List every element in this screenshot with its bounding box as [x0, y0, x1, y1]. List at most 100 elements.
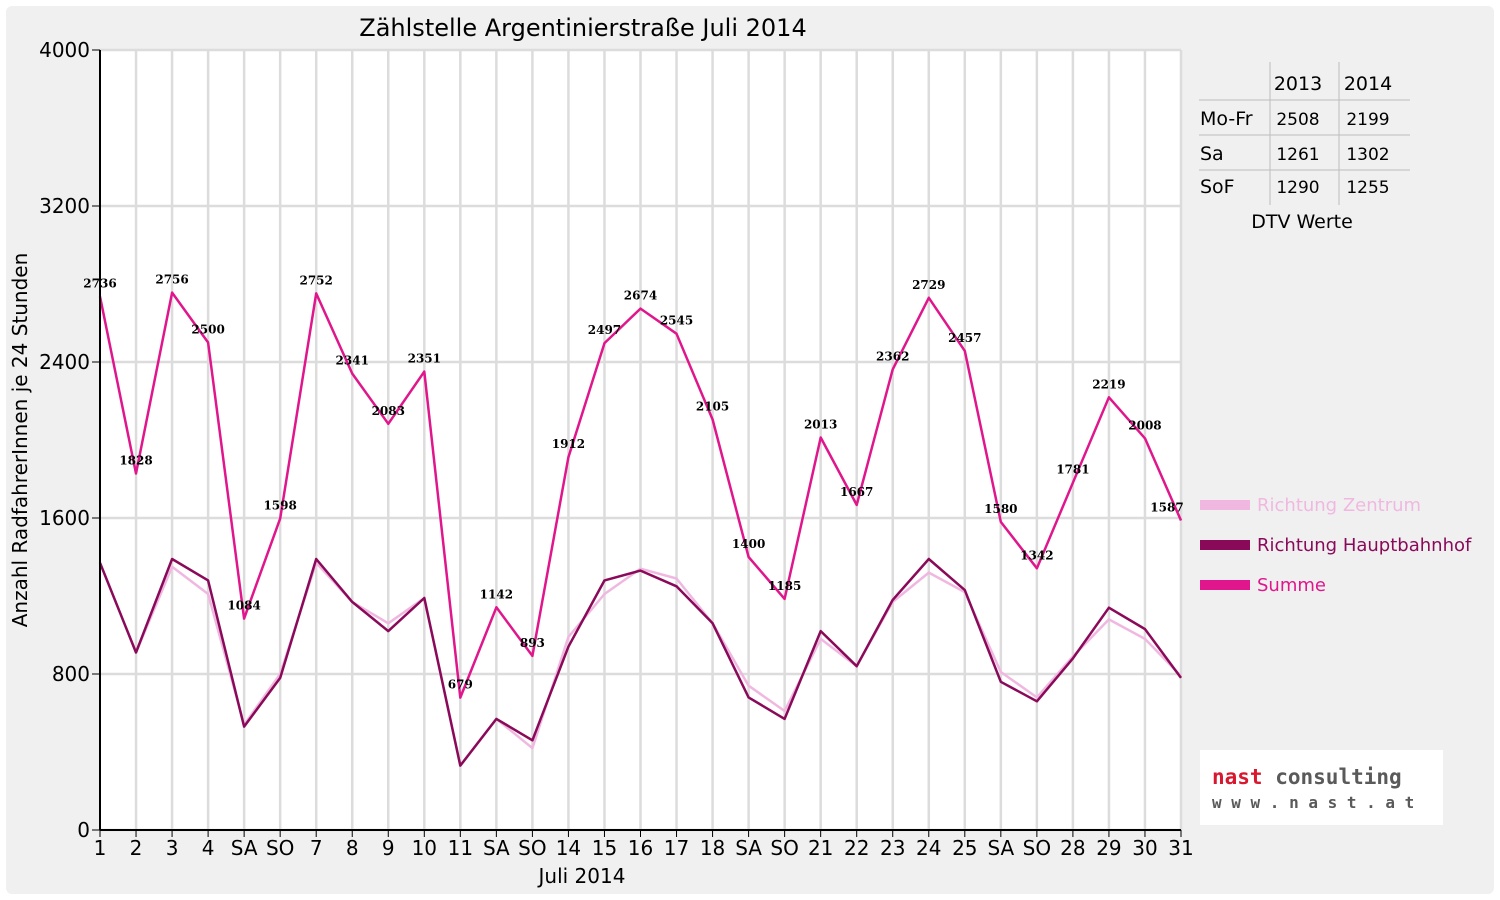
dtv-cell: 1261: [1276, 145, 1319, 165]
x-tick-label: 15: [592, 836, 617, 860]
x-tick-label: 1: [94, 836, 107, 860]
dtv-cell: 2508: [1276, 110, 1319, 130]
data-label: 893: [520, 636, 545, 650]
y-tick-label: 800: [52, 662, 90, 686]
x-tick-label: 25: [952, 836, 977, 860]
data-label: 1587: [1150, 501, 1183, 515]
legend-label: Summe: [1257, 575, 1326, 596]
dtv-header-2014: 2014: [1344, 73, 1392, 95]
y-tick-label: 4000: [39, 38, 90, 62]
data-label: 2457: [948, 331, 981, 345]
data-label: 2729: [912, 278, 945, 292]
y-tick-label: 1600: [39, 506, 90, 530]
dtv-cell: 1255: [1346, 178, 1389, 198]
series-line: [98, 557, 1183, 767]
data-label: 1084: [227, 599, 260, 613]
data-label: 2736: [83, 276, 116, 290]
x-tick-label: 22: [844, 836, 869, 860]
x-tick-label: 2: [130, 836, 143, 860]
x-tick-label: 11: [448, 836, 473, 860]
data-label: 2362: [876, 349, 909, 363]
x-tick-label: SO: [770, 836, 798, 860]
data-label: 1142: [480, 587, 513, 601]
x-tick-label: SO: [1023, 836, 1051, 860]
dtv-row-label: Sa: [1200, 143, 1224, 165]
legend-label: Richtung Hauptbahnhof: [1257, 535, 1472, 556]
y-tick-label: 3200: [39, 194, 90, 218]
dtv-header-2013: 2013: [1274, 73, 1322, 95]
data-label: 2497: [588, 323, 621, 337]
data-label: 2008: [1128, 418, 1161, 432]
series-layer: [98, 291, 1183, 767]
data-label: 2013: [804, 417, 837, 431]
dtv-cell: 1290: [1276, 178, 1319, 198]
data-label: 2351: [408, 352, 441, 366]
data-labels: 2736 1828 2756 2500 1084 1598 2752 2341 2083 2351…: [83, 273, 1183, 692]
legend-label: Richtung Zentrum: [1257, 495, 1421, 516]
x-tick-label: 14: [556, 836, 581, 860]
x-tick-label: SA: [735, 836, 762, 860]
x-tick-label: 7: [310, 836, 323, 860]
data-label: 1400: [732, 537, 765, 551]
logo-wordmark: nast consulting: [1212, 765, 1402, 789]
x-tick-label: 30: [1132, 836, 1157, 860]
dtv-cell: 2199: [1346, 110, 1389, 130]
legend-swatch: [1200, 580, 1250, 590]
dtv-row-label: SoF: [1200, 176, 1235, 198]
x-tick-label: 8: [346, 836, 359, 860]
legend-swatch: [1200, 540, 1250, 550]
data-label: 2341: [336, 354, 369, 368]
data-label: 2674: [624, 289, 657, 303]
dtv-table: 2013 2014 Mo-Fr 2508 2199 Sa 1261 1302 S…: [1199, 62, 1410, 233]
x-tick-label: 24: [916, 836, 941, 860]
company-logo: nast consulting w w w . n a s t . a t: [1200, 750, 1443, 825]
x-tick-label: 16: [628, 836, 653, 860]
legend: Richtung Zentrum Richtung Hauptbahnhof Sum…: [1200, 495, 1472, 596]
x-tick-label: 18: [700, 836, 725, 860]
x-tick-label: SO: [266, 836, 294, 860]
x-tick-label: SO: [518, 836, 546, 860]
data-label: 1598: [263, 498, 296, 512]
x-tick-label: 17: [664, 836, 689, 860]
series-line: [98, 291, 1183, 699]
x-axis-label: Juli 2014: [537, 864, 626, 888]
x-tick-label: 28: [1060, 836, 1085, 860]
data-label: 1781: [1056, 463, 1089, 477]
data-label: 679: [448, 678, 473, 692]
logo-nast-text: nast: [1212, 765, 1263, 789]
data-label: 1828: [119, 454, 152, 468]
x-tick-label: 10: [412, 836, 437, 860]
y-tick-label: 0: [77, 818, 90, 842]
x-tick-label: 9: [382, 836, 395, 860]
data-label: 2752: [299, 273, 332, 287]
data-label: 1342: [1020, 548, 1053, 562]
dtv-row-label: Mo-Fr: [1200, 108, 1253, 130]
data-label: 2756: [155, 273, 188, 287]
data-label: 1185: [768, 579, 801, 593]
x-tick-label: SA: [987, 836, 1014, 860]
x-tick-label: 29: [1096, 836, 1121, 860]
legend-swatch: [1200, 500, 1250, 510]
logo-background: [1200, 750, 1443, 825]
x-tick-label: 4: [202, 836, 215, 860]
logo-url: w w w . n a s t . a t: [1212, 793, 1414, 812]
x-tick-label: 3: [166, 836, 179, 860]
y-tick-label: 2400: [39, 350, 90, 374]
data-label: 2219: [1092, 377, 1125, 391]
dtv-caption: DTV Werte: [1251, 211, 1353, 233]
x-tick-label: SA: [231, 836, 258, 860]
x-tick-label: 31: [1168, 836, 1193, 860]
data-label: 1667: [840, 485, 873, 499]
data-label: 1580: [984, 502, 1017, 516]
data-label: 2545: [660, 314, 693, 328]
data-label: 2083: [372, 404, 405, 418]
dtv-cell: 1302: [1346, 145, 1389, 165]
data-label: 2500: [191, 323, 224, 337]
x-tick-label: 23: [880, 836, 905, 860]
logo-consulting-text: consulting: [1275, 765, 1401, 789]
x-tick-label: SA: [483, 836, 510, 860]
x-tick-label: 21: [808, 836, 833, 860]
